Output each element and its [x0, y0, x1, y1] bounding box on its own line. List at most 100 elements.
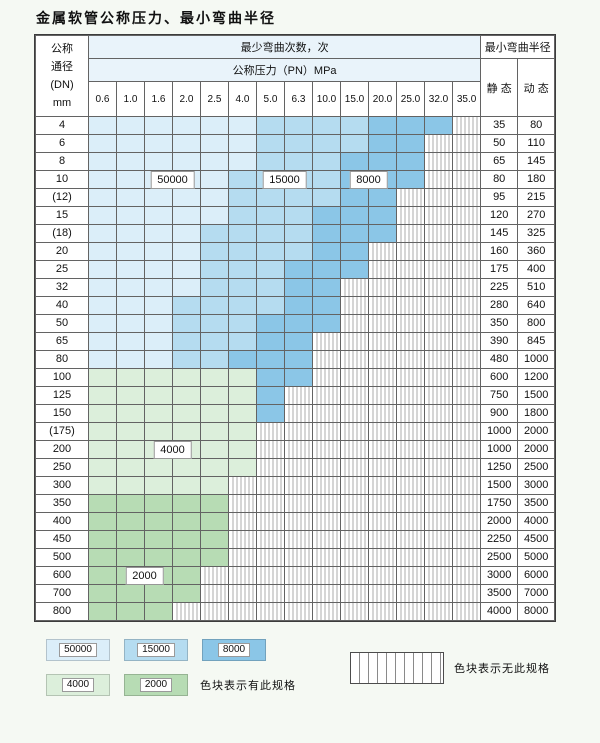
- spec-cell-50000: [144, 116, 173, 135]
- spec-cell-50000: [88, 152, 117, 171]
- pressure-col-header: 0.6: [88, 81, 117, 117]
- spec-cell-2000: [172, 548, 201, 567]
- no-spec-cell: [256, 530, 285, 549]
- dn-cell: 100: [35, 368, 89, 387]
- spec-cell-50000: [116, 206, 145, 225]
- spec-cell-2000: [116, 530, 145, 549]
- spec-cell-2000: [144, 602, 173, 621]
- no-spec-cell: [396, 404, 425, 423]
- no-spec-cell: [368, 242, 397, 261]
- no-spec-cell: [312, 512, 341, 531]
- spec-cell-15000: [228, 278, 257, 297]
- no-spec-cell: [200, 602, 229, 621]
- spec-cell-4000: [200, 404, 229, 423]
- no-spec-cell: [451, 224, 482, 243]
- spec-cell-8000: [424, 116, 453, 135]
- static-radius-cell: 900: [480, 404, 519, 423]
- dynamic-radius-cell: 400: [517, 260, 556, 279]
- no-spec-cell: [451, 314, 482, 333]
- spec-cell-4000: [144, 458, 173, 477]
- no-spec-cell: [340, 530, 369, 549]
- spec-cell-4000: [116, 476, 145, 495]
- spec-cell-4000: [228, 440, 257, 459]
- static-radius-cell: 280: [480, 296, 519, 315]
- spec-cell-15000: [228, 332, 257, 351]
- spec-cell-15000: [256, 188, 285, 207]
- spec-cell-8000: [340, 152, 369, 171]
- dn-cell: 200: [35, 440, 89, 459]
- legend-swatch-value: 8000: [217, 643, 251, 657]
- spec-cell-8000: [396, 134, 425, 153]
- no-spec-cell: [340, 494, 369, 513]
- no-spec-cell: [368, 296, 397, 315]
- spec-cell-4000: [228, 458, 257, 477]
- no-spec-cell: [368, 566, 397, 585]
- table-row: 6 50 110: [35, 134, 556, 153]
- spec-cell-2000: [172, 512, 201, 531]
- table-row: 50 350 800: [35, 314, 556, 333]
- no-spec-cell: [424, 368, 453, 387]
- no-spec-cell: [424, 386, 453, 405]
- no-spec-cell: [340, 368, 369, 387]
- legend-swatch-50000: 50000: [46, 639, 110, 661]
- table-row: (175) 1000 2000: [35, 422, 556, 441]
- table-row: 15 120 270: [35, 206, 556, 225]
- spec-cell-4000: [172, 368, 201, 387]
- table-row: 200 1000 2000: [35, 440, 556, 459]
- no-spec-cell: [451, 458, 482, 477]
- no-spec-cell: [396, 602, 425, 621]
- no-spec-cell: [312, 422, 341, 441]
- table-row: 125 750 1500: [35, 386, 556, 405]
- spec-cell-2000: [144, 530, 173, 549]
- no-spec-cell: [340, 422, 369, 441]
- spec-cell-50000: [172, 188, 201, 207]
- bend-cycles-header: 最少弯曲次数，次: [87, 35, 482, 59]
- pressure-col-header: 6.3: [284, 81, 313, 117]
- spec-cell-8000: [340, 206, 369, 225]
- no-spec-cell: [228, 548, 257, 567]
- no-spec-cell: [340, 512, 369, 531]
- spec-cell-50000: [172, 260, 201, 279]
- spec-cell-50000: [144, 332, 173, 351]
- dynamic-radius-cell: 270: [517, 206, 556, 225]
- no-spec-cell: [396, 530, 425, 549]
- spec-cell-15000: [172, 332, 201, 351]
- no-spec-cell: [312, 548, 341, 567]
- no-spec-cell: [424, 530, 453, 549]
- spec-table-wrap: 公称 通径 (DN) mm 最少弯曲次数，次 最小弯曲半径 公称压力（PN）MP…: [33, 34, 557, 622]
- no-spec-cell: [424, 224, 453, 243]
- no-spec-cell: [284, 386, 313, 405]
- no-spec-cell: [228, 494, 257, 513]
- no-spec-cell: [340, 602, 369, 621]
- no-spec-cell: [396, 422, 425, 441]
- spec-cell-15000: [256, 296, 285, 315]
- spec-cell-4000: [88, 476, 117, 495]
- no-spec-cell: [368, 404, 397, 423]
- pressure-col-header: 35.0: [451, 81, 482, 117]
- spec-cell-2000: [88, 530, 117, 549]
- no-spec-cell: [312, 566, 341, 585]
- spec-cell-50000: [172, 152, 201, 171]
- no-spec-cell: [368, 440, 397, 459]
- spec-cell-2000: [172, 530, 201, 549]
- legend: 50000 15000 8000 4000 2000 色块表示有此规格 色块表示无此规…: [46, 639, 600, 696]
- no-spec-cell: [340, 548, 369, 567]
- no-spec-cell: [340, 278, 369, 297]
- spec-cell-50000: [116, 296, 145, 315]
- dn-cell: 20: [35, 242, 89, 261]
- static-radius-cell: 65: [480, 152, 519, 171]
- spec-cell-50000: [144, 278, 173, 297]
- spec-cell-4000: [172, 458, 201, 477]
- static-radius-cell: 50: [480, 134, 519, 153]
- no-spec-cell: [200, 584, 229, 603]
- spec-cell-15000: [256, 224, 285, 243]
- no-spec-cell: [424, 602, 453, 621]
- dn-cell: 4: [35, 116, 89, 135]
- no-spec-cell: [228, 584, 257, 603]
- spec-cell-8000: [312, 206, 341, 225]
- no-spec-cell: [451, 242, 482, 261]
- dynamic-radius-cell: 110: [517, 134, 556, 153]
- dynamic-radius-cell: 1000: [517, 350, 556, 369]
- spec-cell-50000: [88, 242, 117, 261]
- spec-cell-50000: [144, 242, 173, 261]
